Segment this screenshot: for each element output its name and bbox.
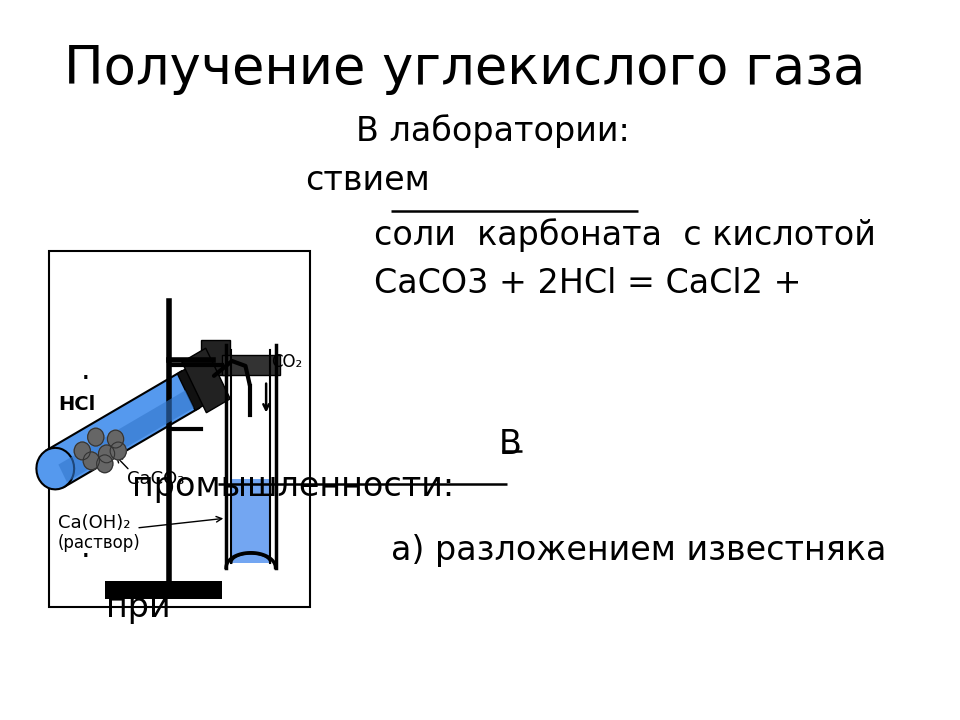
Text: CaCO3 + 2HCl = CaCl2 +: CaCO3 + 2HCl = CaCl2 + xyxy=(373,268,802,300)
Text: HCl: HCl xyxy=(58,395,95,414)
Text: Ca(OH)₂: Ca(OH)₂ xyxy=(58,514,131,532)
Bar xyxy=(49,251,310,607)
Bar xyxy=(201,341,229,375)
Circle shape xyxy=(87,428,104,446)
Text: промышленности:: промышленности: xyxy=(132,470,454,503)
Text: а) разложением известняка: а) разложением известняка xyxy=(391,534,886,567)
Ellipse shape xyxy=(36,448,74,490)
Polygon shape xyxy=(46,372,199,487)
Circle shape xyxy=(108,430,124,448)
Text: (раствор): (раствор) xyxy=(58,534,141,552)
Circle shape xyxy=(110,442,127,460)
Polygon shape xyxy=(178,363,213,410)
Text: .: . xyxy=(81,534,90,563)
Text: .: . xyxy=(81,356,90,385)
Polygon shape xyxy=(232,479,269,562)
Circle shape xyxy=(74,442,90,460)
Text: ствием: ствием xyxy=(304,164,429,197)
Polygon shape xyxy=(182,348,230,413)
Text: .: . xyxy=(81,428,90,456)
Circle shape xyxy=(99,445,114,463)
Text: CaCO₃: CaCO₃ xyxy=(128,469,184,487)
Text: соли  карбоната  с кислотой: соли карбоната с кислотой xyxy=(373,217,876,251)
Text: CO₂: CO₂ xyxy=(272,353,302,371)
Circle shape xyxy=(97,455,113,473)
Text: В лаборатории:: В лаборатории: xyxy=(356,114,630,148)
Bar xyxy=(222,355,280,375)
Circle shape xyxy=(84,452,100,469)
Bar xyxy=(105,582,222,599)
Text: Получение углекислого газа: Получение углекислого газа xyxy=(63,43,865,95)
Text: при: при xyxy=(107,591,171,624)
Polygon shape xyxy=(59,390,194,482)
Text: В: В xyxy=(499,428,521,461)
